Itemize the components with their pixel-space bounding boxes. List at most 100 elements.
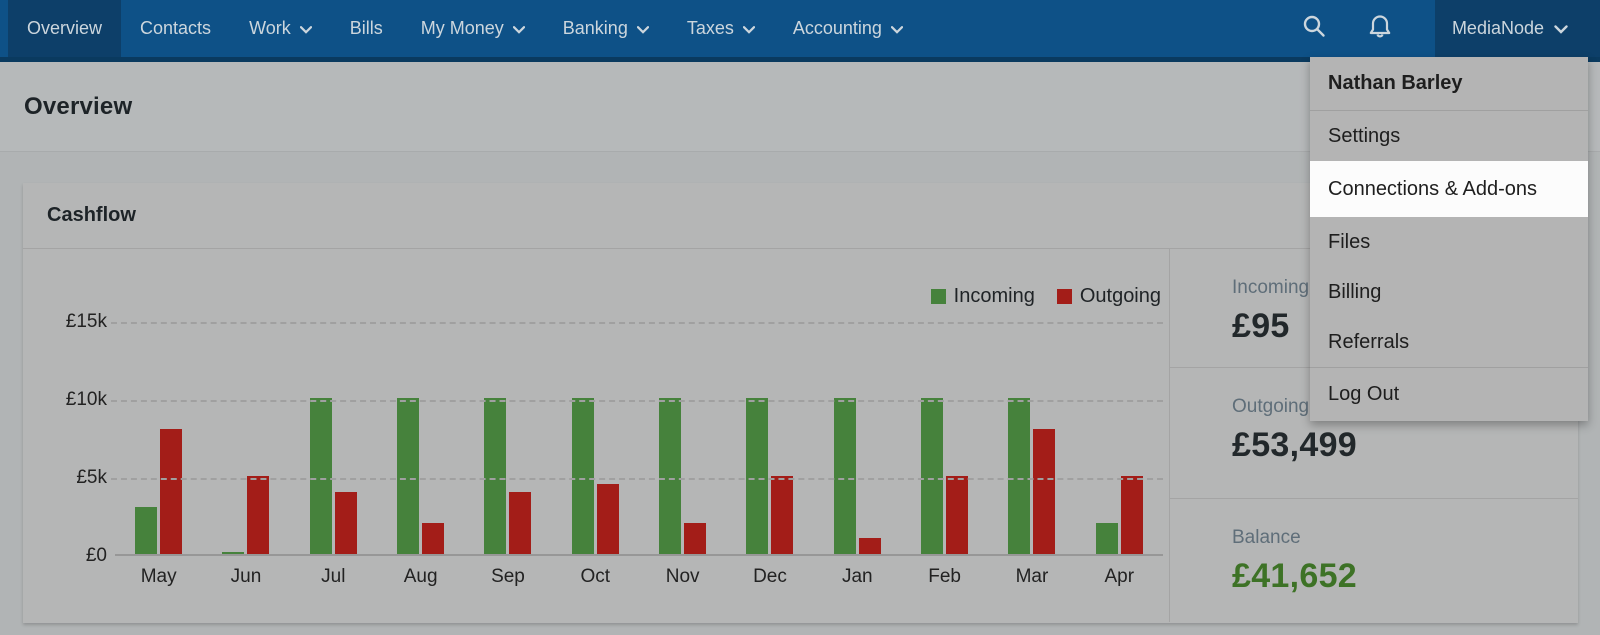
bar-outgoing-dec [771,476,794,554]
stat-label: Incoming [1232,277,1310,298]
chart-plot-area [111,322,1163,556]
nav-item-label: Accounting [792,18,882,38]
legend-entry-outgoing: Outgoing [1056,285,1161,308]
menu-item-settings[interactable]: Settings [1328,124,1401,147]
bar-outgoing-jul [334,492,357,554]
x-axis-label-oct: Oct [580,566,611,587]
nav-item-label: Work [249,18,291,38]
legend-entry-incoming: Incoming [930,285,1035,308]
cashflow-card-header: Cashflow [23,183,1578,249]
y-axis-tick-label: £10k [65,389,107,410]
x-axis-label-sep: Sep [491,566,525,587]
gridline [111,322,1163,324]
nav-items: Overview Contacts Work Bills My Money Banking… [0,0,1281,57]
bar-incoming-mar [1008,398,1031,554]
nav-item-banking[interactable]: Banking [544,0,668,57]
x-axis-label-may: May [140,566,177,587]
bar-incoming-nov [659,398,682,554]
gridline [111,478,1163,480]
bar-incoming-apr [1095,523,1118,554]
y-axis-tick-label: £0 [85,545,107,566]
chevron-down-icon [512,18,525,39]
bar-group-jan [814,322,901,554]
chevron-down-icon [890,18,904,39]
bar-incoming-jan [833,398,856,554]
account-label: MediaNode [1451,18,1544,38]
nav-item-accounting[interactable]: Accounting [774,0,922,57]
notifications-button[interactable] [1347,0,1413,57]
bar-group-jul [290,322,377,554]
bar-incoming-dec [746,398,769,554]
menu-item-referrals[interactable]: Referrals [1328,330,1410,353]
chevron-down-icon [1554,18,1568,39]
page-title: Overview [24,92,133,120]
menu-item-files[interactable]: Files [1328,230,1371,253]
nav-right: MediaNode [1281,0,1600,57]
nav-item-label: Overview [27,18,103,38]
bar-outgoing-sep [509,492,532,554]
x-axis-label-nov: Nov [665,566,700,587]
bar-group-jun [202,322,289,554]
y-axis-tick-label: £15k [65,311,107,332]
bar-outgoing-jun [247,476,270,554]
menu-item-connections-add-ons[interactable]: Connections & Add-ons [1310,161,1588,217]
legend-swatch-incoming [930,289,946,304]
nav-item-work[interactable]: Work [230,0,331,57]
menu-item-log-out[interactable]: Log Out [1310,367,1588,421]
nav-item-my-money[interactable]: My Money [402,0,544,57]
legend-label: Outgoing [1079,285,1161,307]
bar-incoming-sep [484,398,507,554]
stat-value: £41,652 [1232,557,1358,596]
x-axis-label-jun: Jun [230,566,262,587]
bar-incoming-oct [571,398,594,554]
x-axis-label-aug: Aug [403,566,438,587]
x-axis-label-jan: Jan [841,566,873,587]
stat-value: £95 [1232,307,1290,345]
nav-item-label: Taxes [686,18,734,38]
bar-outgoing-jan [858,538,881,554]
top-navbar: Overview Contacts Work Bills My Money Banking… [0,0,1600,62]
nav-item-overview[interactable]: Overview [8,0,122,57]
bar-group-may [115,322,202,554]
bar-outgoing-may [160,429,183,554]
stat-balance: Balance £41,652 [1170,499,1578,622]
stat-label: Outgoing [1232,395,1310,417]
nav-item-bills[interactable]: Bills [331,0,402,57]
account-menu-button[interactable]: MediaNode [1434,0,1600,57]
bar-incoming-jun [222,552,245,554]
menu-item-billing[interactable]: Billing [1328,280,1382,303]
bar-group-dec [726,322,813,554]
search-button[interactable] [1281,0,1347,57]
gridline [111,400,1163,402]
stat-value: £53,499 [1232,425,1358,464]
chart-legend: Incoming Outgoing [930,285,1161,308]
x-axis-label-jul: Jul [321,566,346,587]
nav-item-label: Banking [562,18,628,38]
bar-incoming-aug [397,398,420,554]
bar-incoming-feb [921,398,944,554]
chart-bars [115,322,1163,554]
bar-group-oct [552,322,639,554]
bar-outgoing-aug [422,523,445,554]
bar-outgoing-oct [596,484,619,554]
chevron-down-icon [742,18,755,39]
bar-incoming-jul [309,398,332,554]
legend-label: Incoming [953,285,1035,307]
nav-item-taxes[interactable]: Taxes [668,0,774,57]
search-icon [1301,13,1327,44]
bar-group-nov [639,322,726,554]
chevron-down-icon [636,18,649,39]
nav-item-label: Bills [349,18,383,38]
stat-label: Balance [1232,527,1301,549]
bar-group-aug [377,322,464,554]
cashflow-card-title: Cashflow [47,204,136,226]
bar-group-feb [901,322,988,554]
bar-outgoing-mar [1033,429,1056,554]
nav-item-label: My Money [420,18,504,38]
x-axis-label-feb: Feb [928,566,961,587]
x-axis-label-mar: Mar [1015,566,1049,587]
y-axis-tick-label: £5k [76,467,107,488]
x-axis-label-dec: Dec [753,566,787,587]
bar-incoming-may [135,507,158,554]
nav-item-contacts[interactable]: Contacts [121,0,230,57]
